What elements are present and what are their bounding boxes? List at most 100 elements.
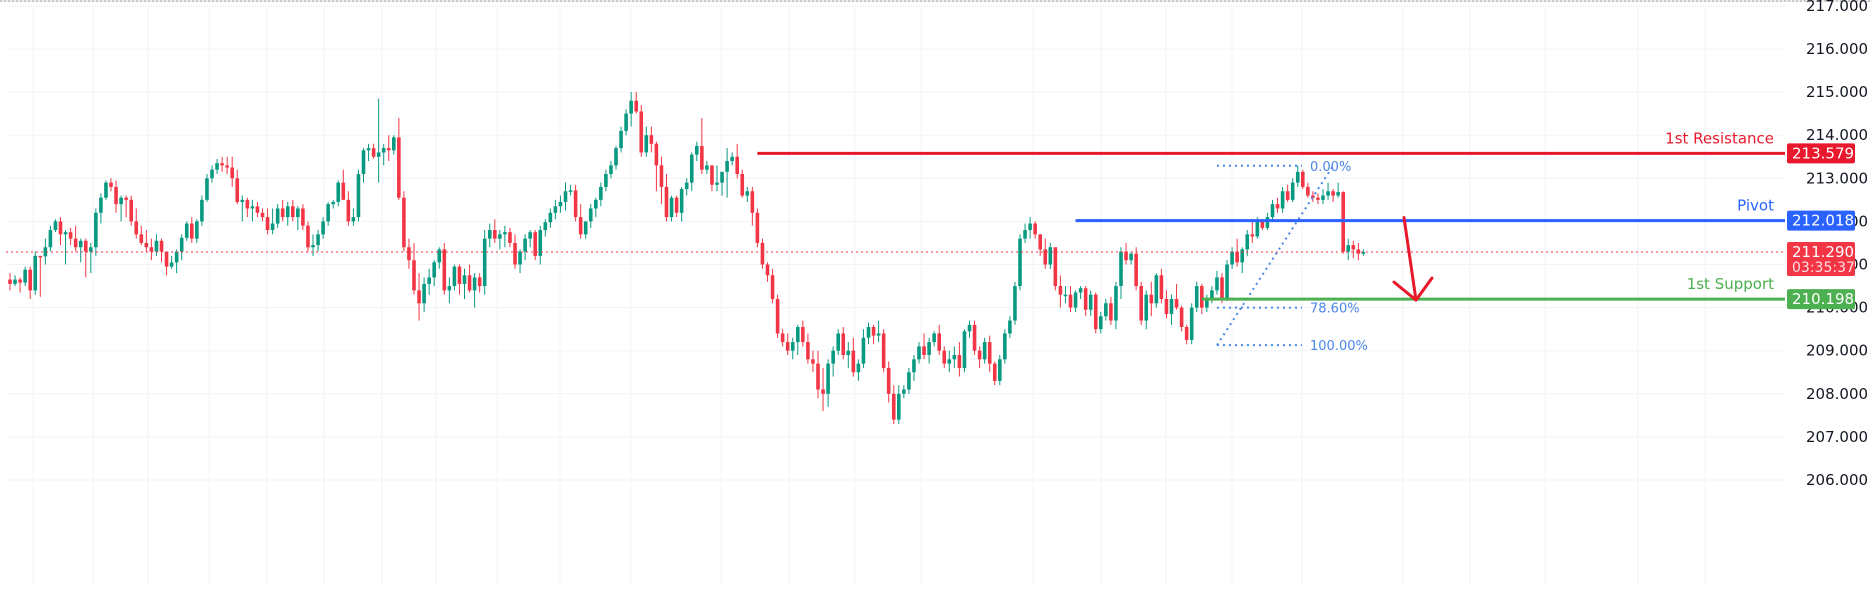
candle-body: [149, 247, 154, 252]
candle-body: [407, 247, 411, 261]
fib-trend-line[interactable]: [1216, 165, 1334, 346]
candle-body: [316, 234, 320, 246]
candle-body: [508, 232, 512, 243]
candle-body: [1184, 326, 1189, 340]
candle-body: [200, 199, 204, 222]
candle-body: [1270, 204, 1275, 218]
candle-body: [1215, 277, 1219, 291]
candle-body: [1124, 251, 1128, 261]
candle-body: [1280, 191, 1285, 209]
candle-body: [1078, 288, 1083, 293]
price-tick-label: 209.000: [1806, 342, 1868, 360]
candle-body: [785, 342, 790, 351]
candle-body: [1205, 298, 1209, 308]
fibonacci-retracement[interactable]: 0.00% 78.60% 100.00%: [1216, 160, 1368, 354]
candle-body: [967, 324, 972, 332]
candle-body: [1013, 286, 1017, 321]
candle-body: [1179, 307, 1184, 327]
candle-body: [982, 342, 987, 360]
candle-body: [1038, 234, 1042, 250]
candle-body: [184, 223, 189, 238]
candle-body: [1260, 221, 1265, 228]
candle-body: [1220, 277, 1224, 299]
candle-body: [1235, 251, 1239, 263]
candle-body: [366, 148, 371, 151]
candle-body: [1290, 182, 1295, 200]
candle-body: [679, 189, 684, 213]
candle-body: [255, 206, 260, 213]
candle-body: [1356, 249, 1361, 254]
candle-body: [1048, 247, 1053, 265]
candle-body: [321, 221, 325, 235]
candle-body: [1008, 320, 1012, 334]
candle-body: [260, 212, 265, 218]
arrow-shaft[interactable]: [1402, 216, 1418, 302]
candle-body: [1063, 294, 1068, 297]
candle-body: [301, 208, 305, 226]
candle-body: [195, 221, 199, 239]
candle-body: [144, 242, 149, 248]
candle-body: [639, 111, 644, 153]
price-tick-label: 207.000: [1806, 428, 1868, 446]
candle-body: [821, 389, 825, 394]
candle-body: [397, 137, 401, 198]
candle-body: [1088, 294, 1093, 310]
candle-body: [922, 346, 926, 356]
support-resistance-levels[interactable]: 1st Resistance Pivot 1st Support: [757, 129, 1785, 301]
candle-body: [462, 275, 467, 284]
candle-body: [861, 337, 866, 364]
candle-body: [1336, 192, 1340, 196]
candle-body: [1058, 286, 1063, 295]
candle-body: [720, 171, 724, 183]
candle-body: [179, 237, 184, 252]
candle-body: [1250, 234, 1255, 237]
candle-body: [432, 262, 436, 278]
candle-body: [1295, 171, 1300, 183]
candle-body: [336, 182, 341, 203]
candle-body: [765, 264, 770, 276]
candle-body: [750, 191, 755, 213]
candle-body: [710, 165, 714, 185]
candle-body: [1194, 286, 1199, 308]
candle-body: [1154, 275, 1159, 304]
candle-body: [83, 240, 88, 252]
candle-body: [1144, 294, 1149, 321]
candle-body: [417, 290, 421, 304]
candle-body: [1134, 253, 1138, 287]
arrow-head[interactable]: [1392, 276, 1434, 302]
candle-body: [902, 389, 906, 394]
candle-body: [220, 163, 224, 166]
candle-body: [568, 190, 573, 192]
badge-current-price-value: 211.290: [1792, 243, 1854, 261]
candle-body: [891, 393, 896, 420]
candle-body: [53, 221, 58, 231]
candle-body: [669, 197, 674, 218]
candle-body: [356, 173, 361, 218]
badge-pivot-value: 212.018: [1792, 212, 1854, 230]
candle-body: [346, 199, 351, 222]
candle-body: [503, 232, 507, 235]
candle-body: [386, 148, 391, 151]
candle-body: [649, 135, 654, 144]
candle-body: [159, 240, 164, 252]
candle-body: [8, 279, 12, 284]
candle-body: [1225, 264, 1229, 299]
badge-1st-resistance: [1787, 143, 1855, 164]
down-arrow-annotation[interactable]: [1392, 216, 1434, 302]
candle-body: [548, 212, 553, 223]
candle-body: [472, 277, 477, 291]
candle-body: [871, 326, 876, 336]
candle-body: [836, 333, 840, 351]
candle-body: [775, 298, 780, 334]
candle-body: [89, 247, 93, 252]
candle-body: [897, 393, 901, 420]
candle-body: [1003, 333, 1007, 360]
candle-body: [927, 342, 931, 356]
candle-body: [957, 355, 962, 368]
candle-body: [1109, 303, 1113, 321]
candle-body: [695, 145, 699, 155]
candle-body: [856, 363, 861, 373]
candle-body: [594, 199, 598, 209]
candle-body: [1316, 197, 1320, 200]
